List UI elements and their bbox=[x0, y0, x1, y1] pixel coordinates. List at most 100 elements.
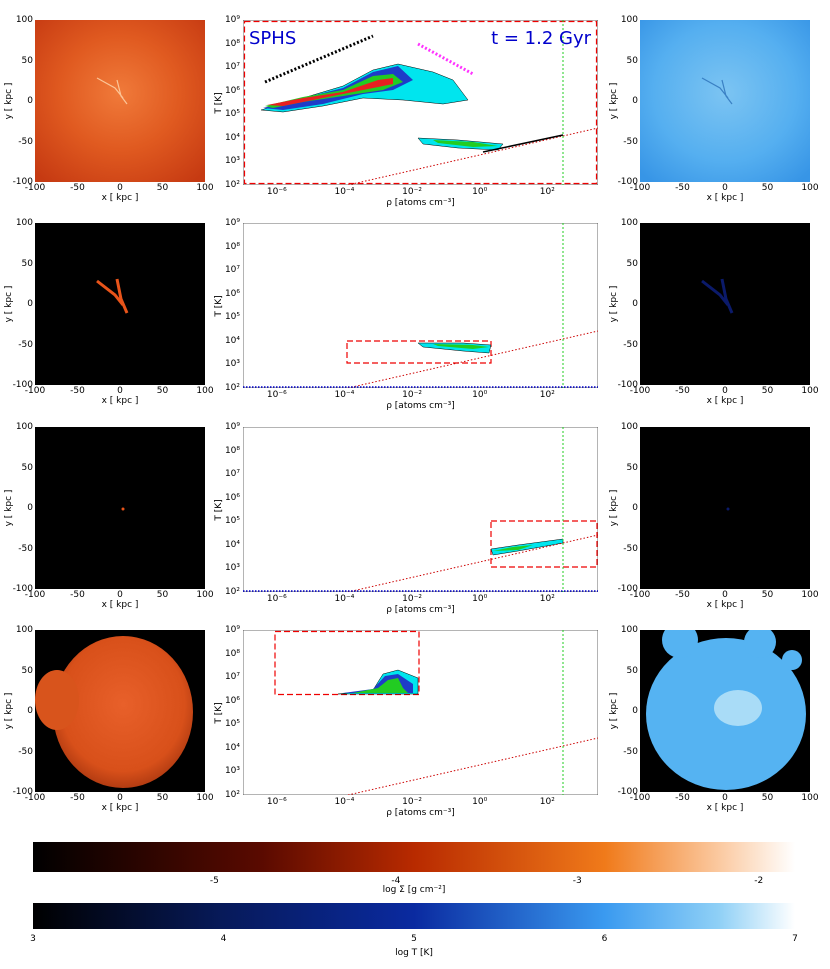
x-axis-label: ρ [atoms cm⁻³] bbox=[386, 808, 455, 818]
tick-label: 10² bbox=[224, 790, 240, 800]
tick-label: -50 bbox=[675, 590, 690, 600]
tick-label: 100 bbox=[801, 386, 819, 396]
tick-label: -100 bbox=[617, 177, 638, 187]
tick-label: 50 bbox=[761, 386, 774, 396]
y-axis-label: y [ kpc ] bbox=[4, 82, 14, 120]
tick-label: 10⁻² bbox=[402, 797, 422, 807]
tick-label: 10⁴ bbox=[224, 539, 240, 550]
y-axis-label: y [ kpc ] bbox=[609, 489, 619, 527]
phase-diagram-row2 bbox=[243, 223, 598, 388]
tick-label: 100 bbox=[801, 590, 819, 600]
tick-label: 10³ bbox=[224, 156, 240, 167]
y-axis-label: T [K] bbox=[214, 294, 224, 317]
tick-label: 100 bbox=[620, 218, 638, 228]
tick-label: -100 bbox=[629, 590, 651, 600]
tick-label: -100 bbox=[617, 380, 638, 390]
tick-label: 10⁻⁶ bbox=[266, 187, 287, 197]
colorbar-label: log Σ [g cm⁻²] bbox=[383, 885, 446, 894]
y-axis-label: y [ kpc ] bbox=[4, 285, 14, 323]
cold-clump bbox=[726, 507, 730, 511]
phase-diagram-row3 bbox=[243, 427, 598, 592]
phase-region-red bbox=[267, 78, 393, 106]
tick-label: 10³ bbox=[224, 359, 240, 370]
tick-label: -100 bbox=[617, 584, 638, 594]
tick-label: 50 bbox=[21, 665, 33, 676]
tick-label: 10² bbox=[539, 594, 555, 604]
x-axis-label: x [ kpc ] bbox=[706, 396, 744, 406]
colorbar-tick-label: 4 bbox=[221, 934, 227, 944]
tick-label: 10⁷ bbox=[224, 62, 240, 73]
tick-label: 0 bbox=[27, 96, 33, 106]
tick-label: -100 bbox=[24, 793, 46, 803]
hot-core bbox=[714, 690, 762, 726]
colorbar-gradient bbox=[33, 903, 795, 929]
tick-label: 10⁻² bbox=[402, 390, 422, 400]
tick-label: 10⁹ bbox=[224, 422, 240, 432]
gas-clump bbox=[121, 507, 125, 511]
colorbar-tick-label: -2 bbox=[754, 876, 763, 886]
tick-label: 0 bbox=[632, 503, 638, 513]
tick-label: -100 bbox=[629, 183, 651, 193]
cold-filament bbox=[701, 278, 734, 314]
tick-label: 0 bbox=[27, 503, 33, 513]
black-diagonal bbox=[482, 134, 564, 153]
y-axis-label: y [ kpc ] bbox=[609, 82, 619, 120]
colorbar-tick-label: -4 bbox=[391, 876, 400, 886]
tick-label: -100 bbox=[12, 584, 33, 594]
tick-label: 10⁰ bbox=[472, 187, 488, 197]
black-slope-line bbox=[264, 34, 374, 84]
gas-halo bbox=[53, 636, 193, 788]
density-map-row3 bbox=[35, 427, 205, 589]
colorbar-tick-label: 5 bbox=[411, 934, 417, 944]
tick-label: 10⁰ bbox=[472, 390, 488, 400]
colorbar-ticks: 3 4 5 6 7 bbox=[30, 934, 798, 944]
density-map-row4 bbox=[35, 630, 205, 792]
tick-label: 10⁰ bbox=[472, 797, 488, 807]
y-axis-label: y [ kpc ] bbox=[609, 285, 619, 323]
x-axis-label: ρ [atoms cm⁻³] bbox=[386, 605, 455, 615]
tick-label: 10⁵ bbox=[224, 109, 240, 120]
floor-line bbox=[347, 127, 598, 185]
tick-label: 10⁻⁶ bbox=[266, 390, 287, 400]
tick-label: 100 bbox=[620, 15, 638, 25]
time-label: t = 1.2 Gyr bbox=[491, 28, 592, 49]
tick-label: -50 bbox=[623, 136, 638, 147]
tick-label: 10⁵ bbox=[224, 516, 240, 527]
tick-label: -50 bbox=[675, 386, 690, 396]
tick-label: 50 bbox=[156, 590, 169, 600]
tick-label: 100 bbox=[15, 218, 33, 228]
tick-label: -100 bbox=[12, 177, 33, 187]
gas-lobe bbox=[35, 670, 79, 730]
floor-line bbox=[347, 737, 598, 795]
cold-filament bbox=[701, 77, 733, 105]
tick-label: 50 bbox=[626, 55, 638, 66]
tick-label: 10⁸ bbox=[224, 241, 240, 252]
colorbar-label: log T [K] bbox=[395, 948, 433, 958]
tick-label: -50 bbox=[70, 386, 85, 396]
tick-label: 0 bbox=[117, 793, 123, 803]
tick-label: 10⁻⁴ bbox=[334, 797, 355, 807]
tick-label: 10² bbox=[224, 587, 240, 597]
tick-label: 0 bbox=[722, 793, 728, 803]
tick-label: 10⁵ bbox=[224, 719, 240, 730]
x-axis-label: ρ [atoms cm⁻³] bbox=[386, 401, 455, 411]
tick-label: 10⁻² bbox=[402, 187, 422, 197]
phase-diagram-row1: SPHS t = 1.2 Gyr bbox=[243, 20, 598, 185]
tick-label: 100 bbox=[196, 183, 214, 193]
tick-label: 50 bbox=[21, 258, 33, 269]
density-map-row1 bbox=[35, 20, 205, 182]
hot-bubble bbox=[782, 650, 802, 670]
tick-label: -50 bbox=[675, 183, 690, 193]
tick-label: 50 bbox=[21, 462, 33, 473]
tick-label: 50 bbox=[761, 590, 774, 600]
tick-label: 10⁵ bbox=[224, 312, 240, 323]
tick-label: -50 bbox=[623, 339, 638, 350]
tick-label: -50 bbox=[70, 183, 85, 193]
y-axis-label: T [K] bbox=[214, 91, 224, 114]
tick-label: 100 bbox=[620, 625, 638, 635]
x-axis-label: x [ kpc ] bbox=[706, 600, 744, 610]
tick-label: 10⁻⁶ bbox=[266, 797, 287, 807]
floor-line bbox=[347, 330, 598, 388]
tick-label: 10⁴ bbox=[224, 335, 240, 346]
colorbar-gradient bbox=[33, 842, 795, 872]
